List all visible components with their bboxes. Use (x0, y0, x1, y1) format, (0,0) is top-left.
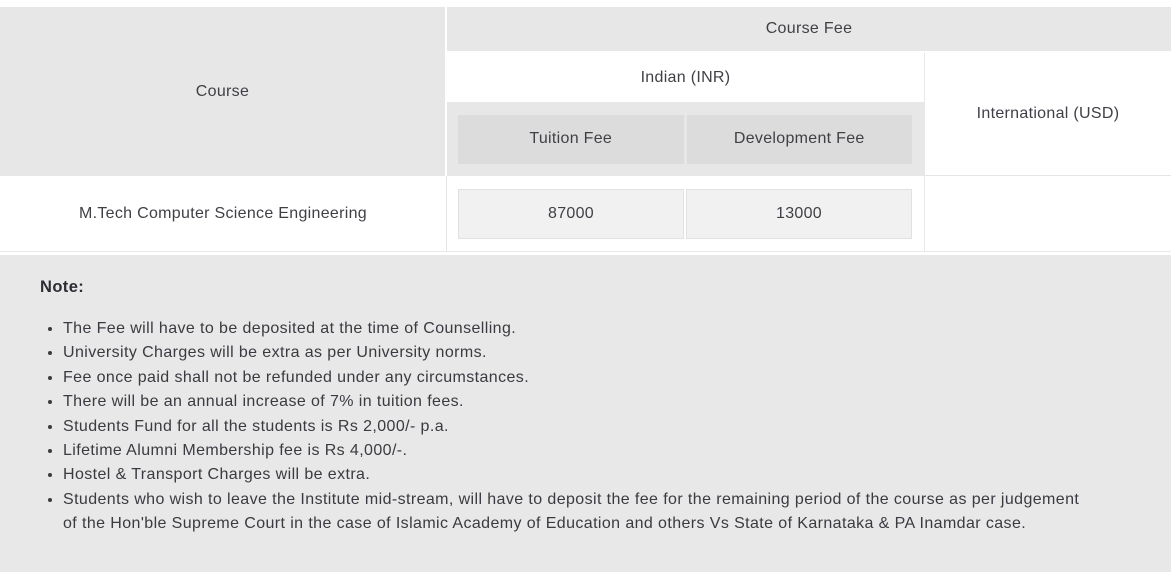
note-title: Note: (40, 278, 85, 296)
note-item: Lifetime Alumni Membership fee is Rs 4,0… (63, 439, 1092, 463)
note-item: The Fee will have to be deposited at the… (63, 317, 1092, 341)
international-usd-header-label: International (USD) (976, 105, 1120, 122)
note-item: Students who wish to leave the Institute… (63, 488, 1092, 537)
tuition-fee-value: 87000 (548, 204, 594, 222)
fee-subheader-row: Tuition Fee Development Fee (447, 102, 924, 176)
course-name-label: M.Tech Computer Science Engineering (79, 204, 367, 222)
course-fee-header-cell: Course Fee (447, 7, 1171, 53)
international-fee-value-cell (924, 176, 1171, 252)
tuition-fee-header-cell: Tuition Fee (458, 114, 684, 164)
international-usd-header-cell: International (USD) (924, 53, 1171, 176)
fee-structure-page: Course Course Fee Indian (INR) Internati… (0, 7, 1171, 572)
course-fee-header-label: Course Fee (765, 20, 853, 37)
fee-table: Course Course Fee Indian (INR) Internati… (0, 7, 1171, 252)
note-list: The Fee will have to be deposited at the… (40, 317, 1092, 537)
note-item: Fee once paid shall not be refunded unde… (63, 366, 1092, 390)
tuition-fee-header-label: Tuition Fee (529, 130, 613, 147)
course-name-cell: M.Tech Computer Science Engineering (0, 176, 447, 252)
development-fee-header-label: Development Fee (733, 130, 865, 147)
fee-values-row: 87000 13000 (447, 176, 924, 252)
note-item: University Charges will be extra as per … (63, 341, 1092, 365)
development-fee-header-cell: Development Fee (686, 114, 912, 164)
note-item: Hostel & Transport Charges will be extra… (63, 463, 1092, 487)
development-fee-value-cell: 13000 (686, 188, 912, 239)
development-fee-value: 13000 (776, 204, 822, 222)
note-section: Note: The Fee will have to be deposited … (0, 255, 1171, 572)
tuition-fee-value-cell: 87000 (458, 188, 684, 239)
course-column-header-label: Course (195, 82, 250, 100)
note-item: Students Fund for all the students is Rs… (63, 415, 1092, 439)
course-column-header-cell: Course (0, 7, 447, 176)
indian-inr-header-cell: Indian (INR) (447, 53, 924, 102)
indian-inr-header-label: Indian (INR) (640, 68, 731, 86)
note-item: There will be an annual increase of 7% i… (63, 390, 1092, 414)
